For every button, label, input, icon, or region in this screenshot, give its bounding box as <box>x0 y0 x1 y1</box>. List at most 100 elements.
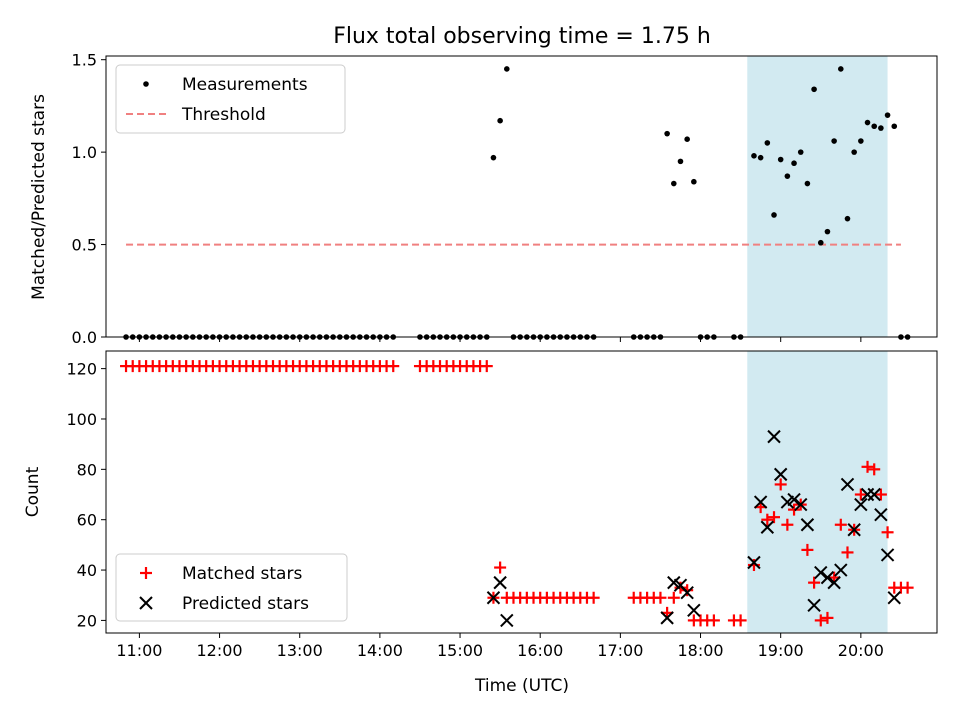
matched-star-marker <box>834 518 847 531</box>
matched-star-marker <box>747 559 760 572</box>
measurement-point <box>831 138 837 144</box>
measurement-point <box>757 154 764 161</box>
measurement-point <box>490 154 497 161</box>
measurement-point <box>844 215 851 222</box>
predicted-star-marker <box>800 518 815 532</box>
matched-star-marker <box>480 360 493 373</box>
x-tick-label: 15:00 <box>437 641 483 660</box>
top-y-tick-label: 1.5 <box>72 51 97 70</box>
top-y-axis-label: Matched/Predicted stars <box>29 94 49 300</box>
bottom-x-axis-label: Time (UTC) <box>474 676 569 696</box>
bottom-y-axis-label: Count <box>23 466 43 517</box>
legend-matched-label: Matched stars <box>182 564 302 584</box>
measurement-point <box>751 153 757 159</box>
measurement-point <box>811 86 817 93</box>
matched-star-marker <box>841 546 854 559</box>
matched-star-marker <box>868 463 881 476</box>
bottom-y-tick-label: 20 <box>77 611 97 630</box>
matched-star-marker <box>654 591 667 604</box>
measurement-point <box>824 228 831 235</box>
matched-star-marker <box>801 543 814 556</box>
matched-star-marker <box>874 488 887 501</box>
predicted-star-marker <box>874 507 888 522</box>
legend-predicted-marker <box>139 596 153 610</box>
matched-star-marker <box>494 561 507 574</box>
predicted-star-marker <box>867 487 881 502</box>
x-tick-label: 16:00 <box>517 641 563 660</box>
measurement-point <box>504 66 510 72</box>
matched-star-marker <box>814 614 827 627</box>
bottom-legend-box <box>115 553 348 622</box>
matched-star-marker <box>681 584 694 597</box>
matched-star-marker <box>774 478 787 491</box>
predicted-star-marker <box>814 565 828 580</box>
measurement-point <box>764 140 771 146</box>
legend-measurements-label: Measurements <box>182 75 308 95</box>
top-observing-window-span <box>747 56 888 337</box>
x-tick-label: 17:00 <box>597 641 643 660</box>
matched-star-marker <box>768 511 781 524</box>
bottom-y-tick-label: 80 <box>77 460 97 479</box>
x-tick-label: 13:00 <box>277 641 323 660</box>
predicted-star-marker <box>486 591 501 605</box>
predicted-star-marker <box>820 570 835 585</box>
matched-star-marker <box>861 460 874 473</box>
matched-star-marker <box>667 591 680 604</box>
predicted-star-marker <box>660 611 674 625</box>
measurement-point <box>838 66 844 72</box>
measurement-point <box>851 149 857 155</box>
measurement-point <box>871 123 878 130</box>
predicted-star-marker <box>807 598 821 613</box>
predicted-star-marker <box>794 497 808 512</box>
x-tick-label: 12:00 <box>197 641 243 660</box>
measurement-point <box>684 136 690 142</box>
bottom-y-tick-label: 100 <box>66 410 97 429</box>
predicted-star-marker <box>500 613 514 628</box>
matched-star-marker <box>761 513 774 526</box>
bottom-axes-frame <box>105 350 938 634</box>
bottom-y-tick-label: 40 <box>77 561 97 580</box>
measurement-point <box>791 160 797 167</box>
matched-star-marker <box>387 360 400 373</box>
predicted-star-marker <box>787 492 801 507</box>
top-y-tick-label: 0.5 <box>72 236 97 255</box>
legend-predicted-label: Predicted stars <box>182 594 309 614</box>
measurement-point <box>784 173 791 179</box>
matched-star-marker <box>901 581 914 594</box>
legend-matched-marker <box>140 567 152 579</box>
measurement-point <box>797 149 804 155</box>
x-tick-label: 14:00 <box>357 641 403 660</box>
predicted-star-marker <box>834 563 848 577</box>
top-axes-frame <box>105 55 938 338</box>
predicted-star-marker <box>880 548 895 562</box>
bottom-y-tick-label: 120 <box>66 360 97 379</box>
bottom-plot-area: 20 40 60 80 100 120 11:00 12:00 13:00 14:00 15:00 1… <box>66 350 938 660</box>
matched-star-marker <box>707 614 720 627</box>
x-tick-label: 19:00 <box>758 641 804 660</box>
measurement-point <box>777 156 784 163</box>
predicted-star-marker <box>854 497 868 512</box>
x-tick-label: 20:00 <box>838 641 884 660</box>
predicted-star-marker <box>493 575 507 590</box>
matched-star-marker <box>674 581 687 594</box>
measurement-point <box>691 178 697 185</box>
predicted-star-marker <box>687 603 701 618</box>
measurement-point <box>864 119 871 126</box>
predicted-star-marker <box>847 523 861 537</box>
x-tick-label: 11:00 <box>116 641 162 660</box>
legend-measurements-marker <box>143 81 149 87</box>
predicted-star-marker <box>747 555 761 570</box>
matched-star-marker <box>734 614 747 627</box>
matched-star-marker <box>788 503 801 516</box>
predicted-star-marker <box>887 591 901 605</box>
bottom-y-tick-label: 60 <box>77 511 97 530</box>
matched-star-marker <box>881 526 894 539</box>
predicted-star-marker <box>753 495 768 509</box>
predicted-star-marker <box>840 477 855 492</box>
top-y-tick-label: 0.0 <box>72 328 97 347</box>
predicted-star-marker <box>760 520 775 534</box>
predicted-star-marker <box>773 467 788 482</box>
measurement-point <box>771 212 777 218</box>
measurement-point <box>858 138 864 144</box>
